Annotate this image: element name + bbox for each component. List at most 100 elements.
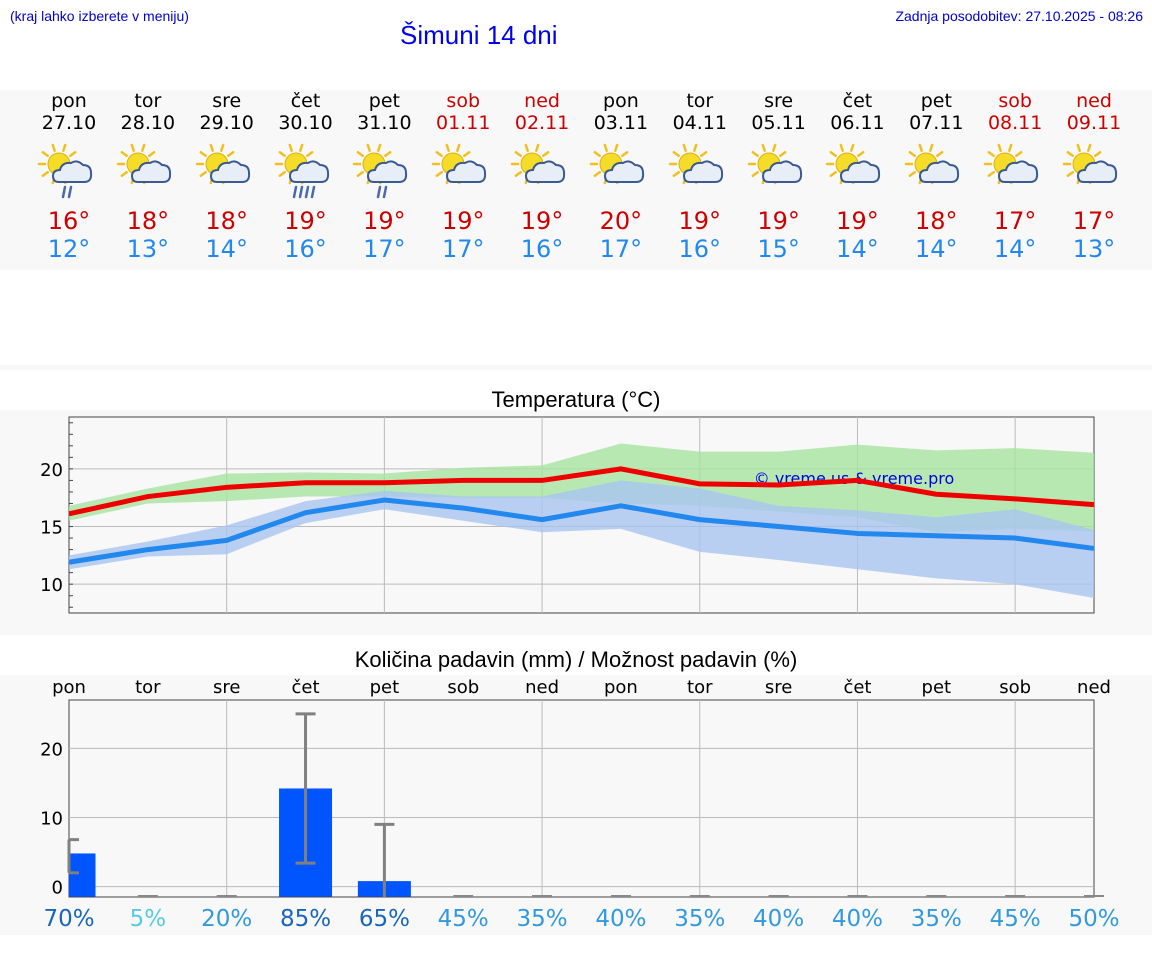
precipitation-probability: 50%	[1068, 906, 1119, 932]
day-forecast: čet 06.11 19° 14°	[817, 90, 897, 263]
y-tick-label: 10	[40, 809, 63, 830]
error-bar	[67, 838, 79, 875]
max-temperature: 19°	[836, 207, 879, 235]
sun-cloud-icon	[668, 143, 723, 185]
y-tick-label: 20	[40, 460, 63, 481]
sun-cloud-icon	[1062, 143, 1118, 185]
precipitation-probability: 35%	[517, 906, 568, 932]
day-date: 05.11	[751, 112, 806, 134]
temperature-chart-title: Temperatura (°C)	[491, 387, 661, 412]
x-tick-label: čet	[292, 677, 320, 698]
day-date: 31.10	[357, 112, 412, 134]
sun-cloud-rain-icon	[353, 143, 408, 199]
x-tick-label: pet	[370, 677, 400, 698]
day-name: sre	[212, 90, 242, 112]
precipitation-probability: 40%	[595, 906, 646, 932]
error-bar	[374, 822, 395, 897]
max-temperature: 20°	[599, 207, 643, 235]
x-tick-label: tor	[687, 677, 713, 698]
x-tick-label: sob	[447, 677, 479, 698]
precipitation-probability: 35%	[911, 906, 962, 932]
min-temperature: 16°	[520, 235, 564, 263]
max-temperature: 16°	[47, 207, 91, 235]
precipitation-chart: 0 10 20 pon tor sre čet pet sob ned pon tor sre čet pe…	[40, 677, 1119, 932]
day-date: 27.10	[41, 112, 97, 134]
rain-drops-icon	[292, 185, 315, 199]
cloud-icon	[761, 160, 802, 183]
location-hint-link[interactable]: (kraj lahko izberete v meniju)	[10, 8, 189, 24]
sun-cloud-icon	[905, 143, 960, 185]
min-temperature: 14°	[915, 235, 958, 263]
min-temperature: 16°	[284, 235, 327, 263]
max-temperature: 18°	[915, 207, 958, 235]
rain-drops-icon	[61, 185, 73, 199]
max-temperature: 17°	[1072, 207, 1116, 235]
min-temperature: 14°	[993, 235, 1037, 263]
precipitation-probability: 85%	[280, 906, 331, 932]
min-temperature: 14°	[836, 235, 879, 263]
min-temperature: 13°	[126, 235, 170, 263]
cloud-icon	[919, 160, 960, 183]
min-temperature: 13°	[1072, 235, 1116, 263]
day-forecast: pet 07.11 18° 14°	[896, 90, 976, 263]
cloud-icon	[603, 160, 645, 183]
day-forecast: pon 27.10 16° 12°	[29, 90, 109, 263]
min-temperature: 17°	[363, 235, 406, 263]
x-tick-label: pon	[604, 677, 638, 698]
day-name: pon	[603, 90, 639, 112]
cloud-icon	[682, 160, 723, 183]
max-temperature: 17°	[993, 207, 1037, 235]
max-temperature: 18°	[205, 207, 248, 235]
cloud-icon	[840, 160, 881, 183]
precipitation-bar	[69, 853, 96, 897]
sun-cloud-icon	[195, 143, 250, 185]
day-name: ned	[524, 90, 560, 112]
error-bar	[295, 712, 316, 865]
page-title: Šimuni 14 dni	[400, 20, 558, 50]
max-temperature-line	[68, 466, 1095, 517]
x-tick-label: ned	[525, 677, 559, 698]
max-temperature: 18°	[126, 207, 170, 235]
cloud-icon	[998, 160, 1039, 183]
precipitation-probability: 20%	[201, 906, 252, 932]
min-temperature-line	[68, 497, 1095, 565]
precipitation-probability: 40%	[753, 906, 804, 932]
precipitation-chart-title: Količina padavin (mm) / Možnost padavin …	[354, 647, 798, 672]
day-date: 09.11	[1066, 112, 1122, 134]
precipitation-probability: 40%	[832, 906, 883, 932]
day-forecast: čet 30.10 19° 16°	[266, 90, 346, 263]
max-temperature: 19°	[284, 207, 327, 235]
cloud-icon	[446, 160, 487, 183]
cloud-icon	[51, 160, 93, 183]
day-name: tor	[686, 90, 714, 112]
max-temperature: 19°	[520, 207, 564, 235]
min-temperature: 14°	[205, 235, 248, 263]
max-temperature: 19°	[678, 207, 722, 235]
day-forecast: ned 02.11 19° 16°	[502, 90, 582, 263]
day-name: sob	[998, 90, 1032, 112]
day-forecast: sre 29.10 18° 14°	[187, 90, 267, 263]
precipitation-probability: 45%	[438, 906, 489, 932]
sun-cloud-rain-icon	[37, 143, 93, 199]
day-forecast: sob 08.11 17° 14°	[975, 90, 1055, 263]
x-tick-label: sre	[765, 677, 792, 698]
day-forecast: tor 04.11 19° 16°	[660, 90, 740, 263]
sun-cloud-icon	[747, 143, 802, 185]
sun-cloud-heavy-rain-icon	[274, 143, 329, 199]
section-divider	[0, 365, 1152, 370]
forecast-strip-background	[0, 90, 1152, 270]
day-name: sob	[446, 90, 481, 112]
y-tick-label: 15	[40, 518, 63, 539]
precipitation-probability: 45%	[990, 906, 1041, 932]
max-temperature: 19°	[363, 207, 406, 235]
min-temperature: 17°	[599, 235, 643, 263]
sun-cloud-icon	[589, 143, 645, 185]
x-tick-label: sob	[999, 677, 1031, 698]
sun-cloud-icon	[431, 143, 487, 185]
precipitation-probability: 5%	[130, 906, 167, 932]
cloud-icon	[525, 160, 566, 183]
day-name: čet	[842, 90, 873, 112]
precipitation-probability: 35%	[674, 906, 725, 932]
max-temperature: 19°	[441, 207, 485, 235]
min-temperature: 15°	[757, 235, 800, 263]
